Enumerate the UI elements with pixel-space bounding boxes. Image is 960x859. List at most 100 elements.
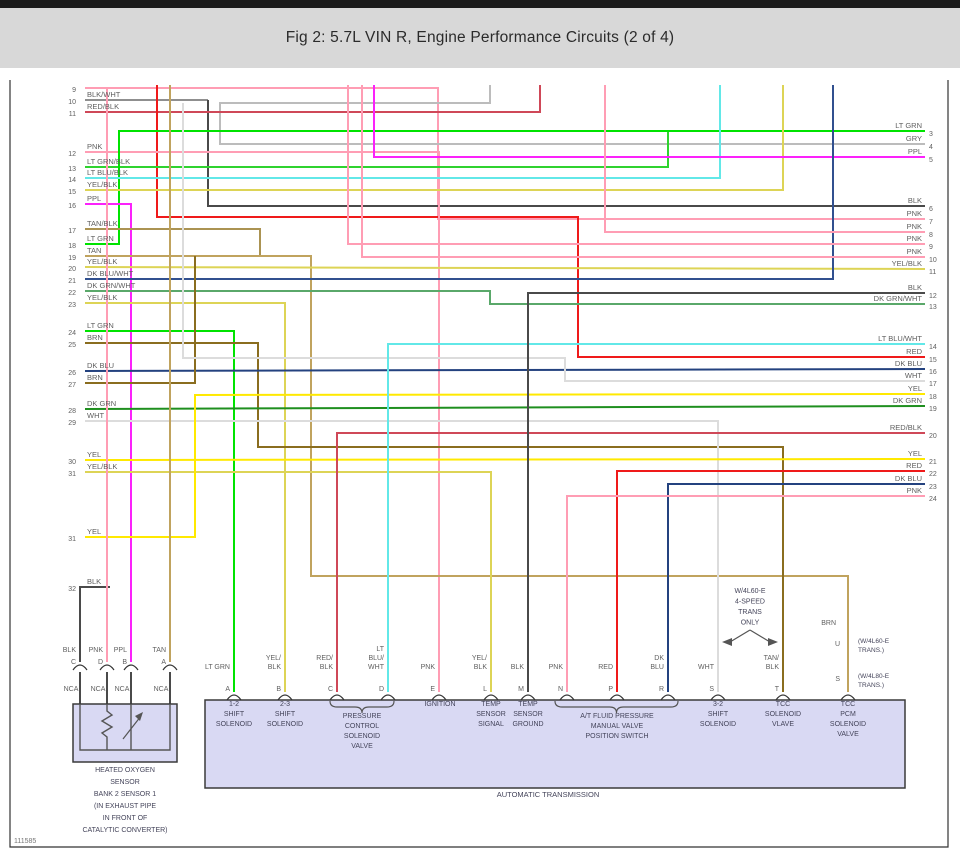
terminal-letter-M: M	[518, 686, 524, 693]
terminal-wire-color-S: WHT	[698, 664, 715, 671]
right-pin-label-20: RED/BLK	[890, 423, 922, 432]
left-pin-number-19: 19	[68, 255, 76, 262]
left-pin-label-14: LT BLU/BLK	[87, 168, 128, 177]
left-pin-label-26: DK BLU	[87, 361, 114, 370]
trans-only-pointer-lines	[729, 629, 771, 643]
right-pin-number-10: 10	[929, 257, 937, 264]
terminal-wire-color-C: RED/	[316, 655, 333, 662]
figure-id: 111585	[14, 838, 36, 845]
component-label-7: SOLENOID	[700, 721, 736, 728]
terminal-wire-color-R: DK	[654, 655, 664, 662]
wire-yel-28	[85, 393, 926, 538]
wire-pnk-37	[347, 85, 925, 245]
sensor-terminal-wire-color-B: PPL	[114, 647, 127, 654]
wire-yel-26	[84, 458, 926, 461]
component-label-9: PCM	[840, 711, 856, 718]
component-label-9: SOLENOID	[830, 721, 866, 728]
right-arrowhead	[768, 638, 778, 646]
wire-yel_blk-18	[85, 302, 286, 692]
left-pin-number-31: 31	[68, 536, 76, 543]
figure-title: Fig 2: 5.7L VIN R, Engine Performance Ci…	[285, 29, 675, 46]
component-label-4: TEMP	[481, 701, 501, 708]
diagram-border	[9, 80, 949, 848]
connector-arc-D	[380, 694, 396, 701]
right-pin-label-19: DK GRN	[893, 396, 922, 405]
component-brace-6	[554, 700, 679, 714]
oxygen-sensor-caption: BANK 2 SENSOR 1	[94, 791, 156, 798]
terminal-wire-color-C: BLK	[320, 664, 334, 671]
right-pin-label-5: PPL	[908, 147, 922, 156]
variable-resistor-arrow	[122, 715, 142, 740]
left-pin-label-18: LT GRN	[87, 234, 114, 243]
wire-dk_blu-33	[667, 483, 925, 692]
wire-lt_blu-9	[85, 85, 721, 179]
wire-blk-35	[527, 292, 925, 692]
component-label-8: SOLENOID	[765, 711, 801, 718]
right-pin-label-3: LT GRN	[895, 121, 922, 130]
right-pin-number-8: 8	[929, 232, 933, 239]
u-terminal-letter: U	[835, 641, 840, 648]
oxygen-sensor-caption: IN FRONT OF	[103, 815, 148, 822]
right-pin-label-13: DK GRN/WHT	[874, 294, 923, 303]
left-pin-label-16: PPL	[87, 194, 101, 203]
component-label-0: SOLENOID	[216, 721, 252, 728]
wire-dk_grn_wht-17	[85, 290, 925, 305]
connector-arc-R	[660, 694, 676, 701]
terminal-wire-color-T: TAN/	[764, 655, 779, 662]
left-pin-number-32: 32	[68, 586, 76, 593]
left-pin-number-9: 9	[72, 87, 76, 94]
wire-dk_grn-23	[84, 405, 926, 410]
left-pin-number-24: 24	[68, 330, 76, 337]
right-pin-label-6: BLK	[908, 196, 922, 205]
automatic-transmission-caption: AUTOMATIC TRANSMISSION	[497, 790, 600, 799]
sensor-internal-circuit	[79, 704, 171, 751]
right-pin-number-20: 20	[929, 433, 937, 440]
wire-dk_blu_wht-16	[85, 85, 834, 280]
sensor-connector-arc-A	[162, 664, 178, 671]
right-pin-label-11: YEL/BLK	[892, 259, 922, 268]
brn-wire-label: BRN	[821, 620, 836, 627]
left-pin-number-21: 21	[68, 278, 76, 285]
terminal-wire-color-T: BLK	[766, 664, 780, 671]
left-pin-label-15: YEL/BLK	[87, 180, 117, 189]
left-pin-number-15: 15	[68, 189, 76, 196]
right-pin-label-9: PNK	[907, 234, 922, 243]
wire-lt_blu-31	[387, 343, 925, 692]
component-brace-2	[329, 700, 395, 714]
wire-dk_blu-21	[84, 368, 926, 372]
wire-ppl-12	[373, 85, 925, 158]
wire-pnk-36	[604, 85, 925, 233]
right-pin-number-11: 11	[929, 269, 936, 276]
sensor-terminal-wire-color-D: PNK	[89, 647, 104, 654]
wire-yel_blk-27	[85, 471, 492, 692]
sensor-connector-arc-D	[99, 664, 115, 671]
terminal-wire-color-D: BLU/	[368, 655, 384, 662]
connector-arc-E	[431, 694, 447, 701]
terminal-letter-N: N	[558, 686, 563, 693]
sensor-connector-arc-B	[123, 664, 139, 671]
component-label-0: 1-2	[229, 701, 239, 708]
heated-oxygen-sensor-box	[72, 703, 178, 763]
sensor-nca-label-B: NCA	[115, 686, 130, 693]
component-label-2: VALVE	[351, 743, 373, 750]
left-pin-label-19: TAN	[87, 246, 101, 255]
component-label-5: GROUND	[512, 721, 543, 728]
left-pin-number-23: 23	[68, 302, 76, 309]
right-pin-number-4: 4	[929, 144, 933, 151]
s-terminal-note: (W/4L80-E	[858, 673, 890, 680]
right-pin-number-14: 14	[929, 344, 937, 351]
right-pin-label-7: PNK	[907, 209, 922, 218]
right-pin-number-19: 19	[929, 406, 937, 413]
left-pin-label-21: DK BLU/WHT	[87, 269, 134, 278]
right-pin-number-6: 6	[929, 206, 933, 213]
wires-layer	[79, 85, 926, 704]
wire-brn-22	[85, 256, 196, 384]
terminal-wire-color-D: LT	[376, 646, 384, 653]
terminal-wire-color-M: BLK	[511, 664, 525, 671]
component-label-7: 3-2	[713, 701, 723, 708]
wire-red-5	[156, 85, 925, 358]
left-pin-label-23: YEL/BLK	[87, 293, 117, 302]
s-terminal-note: TRANS.)	[858, 682, 884, 689]
